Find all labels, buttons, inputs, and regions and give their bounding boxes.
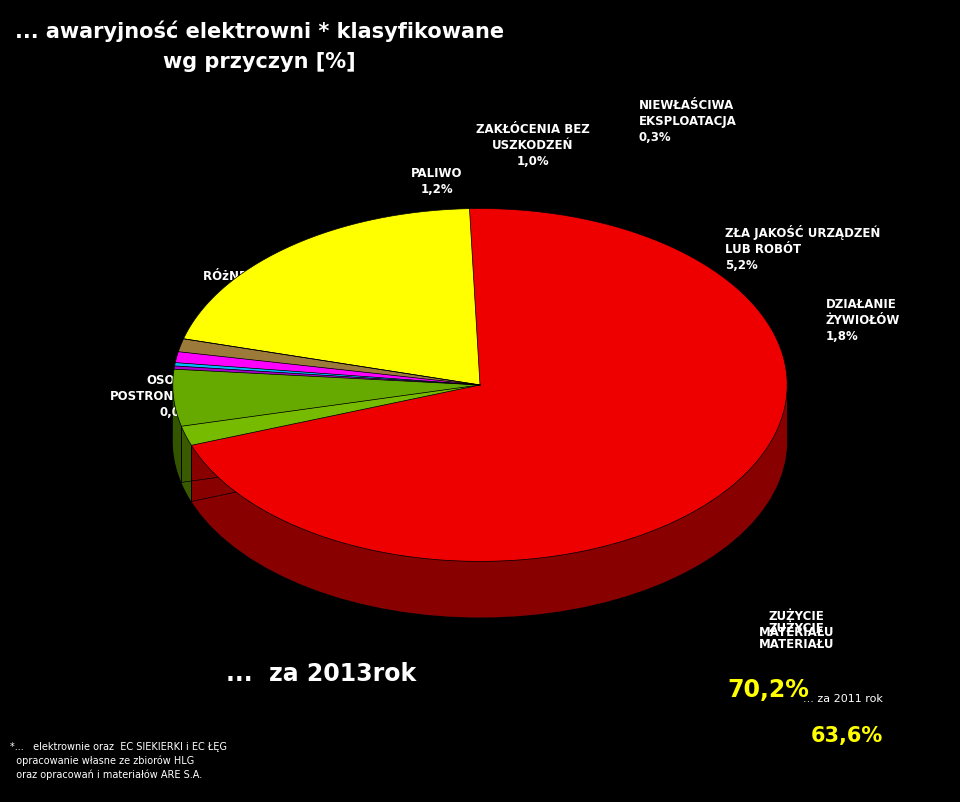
Polygon shape	[183, 338, 480, 385]
Text: ZUŻYCIE
MATERIAŁU: ZUŻYCIE MATERIAŁU	[759, 622, 834, 650]
Text: DZIAŁANIE
ŻYWIOŁÓW
1,8%: DZIAŁANIE ŻYWIOŁÓW 1,8%	[826, 298, 900, 343]
Text: 63,6%: 63,6%	[811, 726, 883, 746]
Text: *...   elektrownie oraz  EC SIEKIERKI i EC ŁĘG
  opracowanie własne ze zbiorów H: *... elektrownie oraz EC SIEKIERKI i EC …	[10, 742, 227, 780]
Ellipse shape	[173, 265, 787, 618]
Text: ZUŻYCIE
MATЕRIAŁU: ZUŻYCIE MATЕRIAŁU	[759, 610, 834, 638]
Polygon shape	[176, 352, 480, 385]
Text: PALIWO
1,2%: PALIWO 1,2%	[411, 168, 463, 196]
Polygon shape	[173, 369, 480, 427]
Text: 70,2%: 70,2%	[727, 678, 809, 702]
Text: OSOBY
POSTRONNE
0,0%: OSOBY POSTRONNE 0,0%	[109, 375, 192, 419]
Text: ZAKŁÓCENIA BEZ
USZKODZEŃ
1,0%: ZAKŁÓCENIA BEZ USZKODZEŃ 1,0%	[476, 124, 589, 168]
Polygon shape	[173, 386, 181, 483]
Polygon shape	[191, 209, 787, 561]
Polygon shape	[175, 363, 480, 385]
Text: wg przyczyn [%]: wg przyczyn [%]	[163, 52, 355, 72]
Polygon shape	[174, 366, 480, 385]
Text: ZŁA JAKOŚĆ URZĄDZEŃ
LUB ROBÓT
5,2%: ZŁA JAKOŚĆ URZĄDZEŃ LUB ROBÓT 5,2%	[725, 225, 880, 272]
Text: NIEWŁAŚCIWA
EKSPLOATACJA
0,3%: NIEWŁAŚCIWA EKSPLOATACJA 0,3%	[638, 99, 736, 144]
Text: ... za 2011 rok: ... za 2011 rok	[804, 694, 883, 703]
Polygon shape	[181, 427, 191, 501]
Text: ...  za 2013rok: ... za 2013rok	[226, 662, 416, 686]
Polygon shape	[179, 338, 480, 385]
Polygon shape	[181, 385, 480, 445]
Text: RÓżNE INNE
20,3%: RÓżNE INNE 20,3%	[203, 270, 283, 299]
Polygon shape	[191, 391, 787, 618]
Polygon shape	[183, 209, 480, 385]
Text: ... awaryjność elektrowni * klasyfikowane: ... awaryjność elektrowni * klasyfikowan…	[14, 20, 504, 42]
